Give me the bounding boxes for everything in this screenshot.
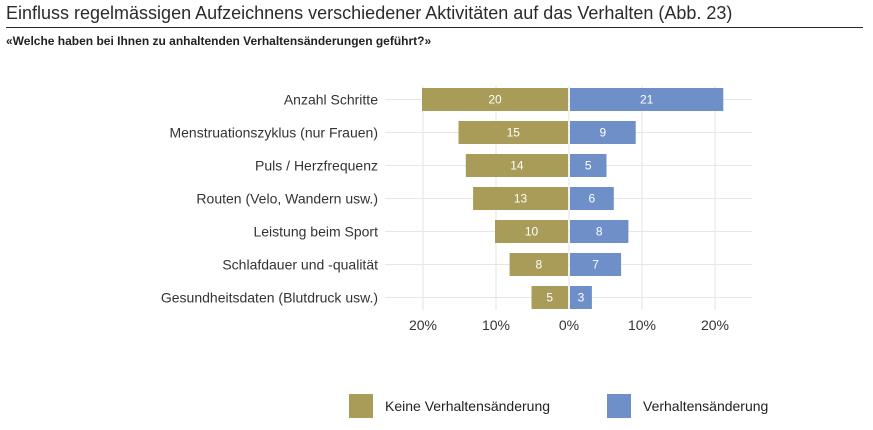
bar-value-label: 10 [525,225,539,239]
legend-swatch [349,394,373,418]
legend: Keine Verhaltensänderung Verhaltensänderu… [349,394,768,418]
chart-subtitle: «Welche haben bei Ihnen zu anhaltenden V… [6,34,432,48]
x-axis-tick-labels: 20% 10% 0% 10% 20% [409,317,729,333]
bar-verhaltensaenderung [570,88,724,111]
bar-keine-verhaltensaenderung [509,253,568,276]
bar-keine-verhaltensaenderung [422,88,568,111]
legend-swatch [607,394,631,418]
bar-value-label: 15 [507,126,521,140]
category-label: Routen (Velo, Wandern usw.) [196,191,378,207]
x-tick-label: 20% [701,317,729,333]
bar-verhaltensaenderung [570,253,622,276]
bar-value-label: 21 [640,93,654,107]
bar-value-label: 9 [600,126,607,140]
category-label: Puls / Herzfrequenz [255,158,378,174]
category-labels: Anzahl Schritte Menstruationszyklus (nur … [161,92,378,306]
category-label: Schlafdauer und -qualität [222,257,378,273]
bar-keine-verhaltensaenderung [495,220,568,243]
bar-keine-verhaltensaenderung [465,154,568,177]
legend-label: Keine Verhaltensänderung [385,398,550,414]
bar-value-label: 13 [514,192,528,206]
x-tick-label: 20% [409,317,437,333]
grid-lines [385,86,752,310]
bar-verhaltensaenderung [570,154,607,177]
bar-verhaltensaenderung [570,286,592,309]
bar-verhaltensaenderung [570,220,629,243]
category-label: Gesundheitsdaten (Blutdruck usw.) [161,290,378,306]
bars: 20 15 14 13 10 8 5 21 9 5 6 8 7 3 [422,88,724,309]
category-label: Menstruationszyklus (nur Frauen) [169,125,378,141]
bar-value-label: 8 [596,225,603,239]
bar-value-label: 5 [585,159,592,173]
bar-value-label: 8 [535,258,542,272]
bar-value-label: 6 [589,192,596,206]
category-label: Leistung beim Sport [253,224,378,240]
title-underline [6,27,863,28]
bar-keine-verhaltensaenderung [458,121,568,144]
x-tick-label: 0% [559,317,579,333]
bar-value-label: 5 [546,291,553,305]
bar-value-label: 3 [578,291,585,305]
bar-value-label: 20 [488,93,502,107]
bar-verhaltensaenderung [570,121,636,144]
bar-verhaltensaenderung [570,187,614,210]
category-label: Anzahl Schritte [284,92,378,108]
x-tick-label: 10% [628,317,656,333]
legend-label: Verhaltensänderung [643,398,768,414]
bar-keine-verhaltensaenderung [531,286,568,309]
chart-title: Einfluss regelmässigen Aufzeichnens vers… [6,3,733,23]
x-tick-label: 10% [482,317,510,333]
bar-value-label: 14 [510,159,524,173]
bar-value-label: 7 [592,258,599,272]
bar-keine-verhaltensaenderung [473,187,568,210]
